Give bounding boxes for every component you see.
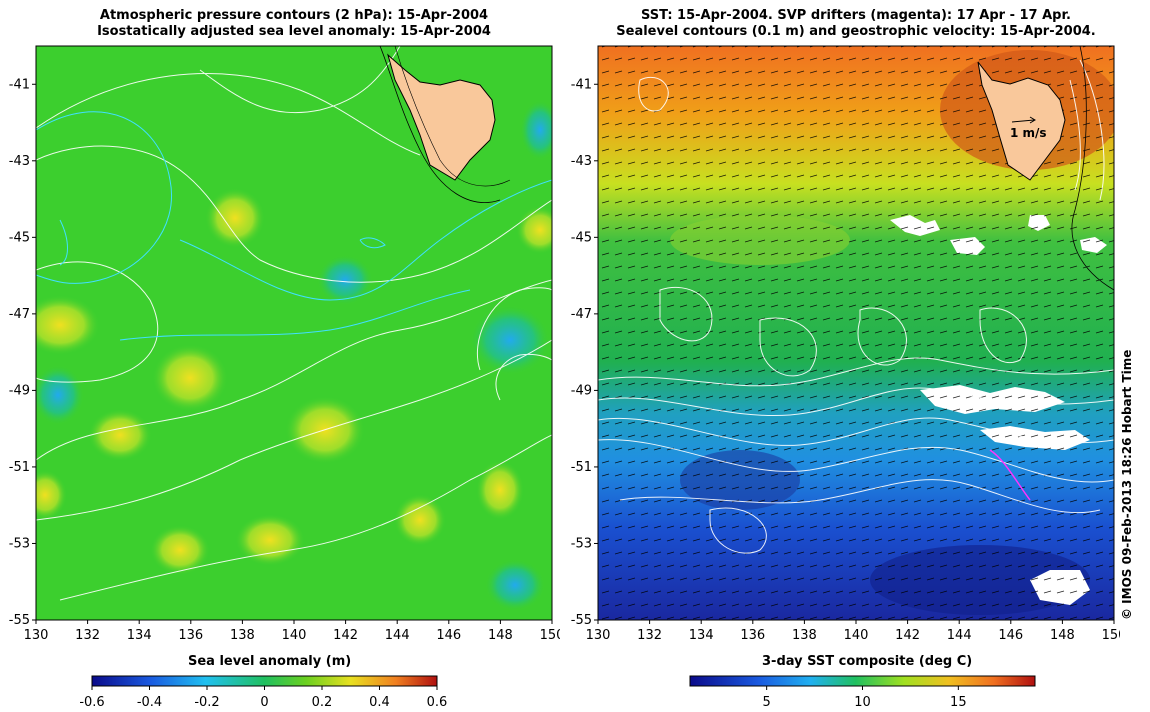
- imos-credit: © IMOS 09-Feb-2013 18:26 Hobart Time: [1120, 349, 1134, 620]
- right-lat-tick-label: -47: [571, 307, 592, 322]
- right-lon-tick-label: 138: [792, 628, 817, 643]
- left-title-line1: Atmospheric pressure contours (2 hPa): 1…: [99, 8, 489, 23]
- right-lon-axis: 130 132 134 136 138 140 142 144 146 148 150: [586, 620, 1120, 643]
- sst-colorbar-label: 3-day SST composite (deg C): [762, 654, 973, 669]
- right-lon-tick-label: 148: [1050, 628, 1075, 643]
- sst-colorbar-tick: 10: [854, 695, 871, 710]
- left-lon-tick-label: 144: [385, 628, 410, 643]
- sla-colorbar: -0.6 -0.4 -0.2 0 0.2 0.4 0.6: [80, 675, 448, 710]
- velocity-scale: 1 m/s: [1010, 116, 1047, 140]
- sla-colorbar-tick: 0.2: [312, 695, 333, 710]
- left-lon-tick-label: 136: [178, 628, 203, 643]
- left-lon-tick-label: 142: [333, 628, 358, 643]
- left-lat-tick-label: -45: [9, 230, 30, 245]
- sst-colorbar-tick: 5: [763, 695, 771, 710]
- sst-colorbar-tick: 15: [950, 695, 967, 710]
- right-lon-tick-label: 146: [998, 628, 1023, 643]
- left-lat-tick-label: -41: [9, 77, 30, 92]
- right-lat-tick-label: -53: [571, 536, 592, 551]
- right-lon-tick-label: 142: [895, 628, 920, 643]
- right-lon-tick-label: 130: [586, 628, 611, 643]
- right-lat-tick-label: -41: [571, 77, 592, 92]
- left-lon-tick-label: 130: [24, 628, 49, 643]
- left-lon-tick-label: 140: [282, 628, 307, 643]
- right-lat-tick-label: -55: [571, 613, 592, 628]
- left-lat-tick-label: -47: [9, 307, 30, 322]
- right-lat-axis: -41 -43 -45 -47 -49 -51 -53 -55: [571, 77, 598, 628]
- left-lon-axis: 130 132 134 136 138 140 142 144 146 148 150: [24, 620, 560, 643]
- tasmania-land: [379, 46, 511, 203]
- left-panel-title: Atmospheric pressure contours (2 hPa): 1…: [36, 8, 552, 40]
- left-lon-tick-label: 132: [75, 628, 100, 643]
- left-lon-tick-label: 134: [127, 628, 152, 643]
- left-lat-tick-label: -49: [9, 383, 30, 398]
- left-lat-tick-label: -53: [9, 536, 30, 551]
- right-lon-tick-label: 144: [947, 628, 972, 643]
- left-lat-tick-label: -51: [9, 460, 30, 475]
- left-lon-tick-label: 146: [436, 628, 461, 643]
- left-lon-tick-label: 150: [540, 628, 560, 643]
- svp-drifter-track: [989, 449, 1031, 501]
- right-lon-tick-label: 136: [740, 628, 765, 643]
- right-lon-tick-label: 134: [689, 628, 714, 643]
- left-lat-tick-label: -55: [9, 613, 30, 628]
- right-lat-tick-label: -45: [571, 230, 592, 245]
- right-title-line2: Sealevel contours (0.1 m) and geostrophi…: [616, 24, 1096, 39]
- sla-colorbar-label: Sea level anomaly (m): [188, 654, 352, 669]
- left-lat-tick-label: -43: [9, 154, 30, 169]
- left-lon-tick-label: 148: [488, 628, 513, 643]
- velocity-scale-label: 1 m/s: [1010, 126, 1047, 140]
- sla-colorbar-tick: 0.6: [427, 695, 448, 710]
- right-panel-title: SST: 15-Apr-2004. SVP drifters (magenta)…: [598, 8, 1114, 40]
- right-title-line1: SST: 15-Apr-2004. SVP drifters (magenta)…: [641, 8, 1071, 23]
- sla-colorbar-tick: -0.6: [80, 695, 105, 710]
- left-lon-tick-label: 138: [230, 628, 255, 643]
- sla-colorbar-tick: 0.4: [369, 695, 390, 710]
- right-lon-tick-label: 132: [637, 628, 662, 643]
- right-lon-tick-label: 140: [844, 628, 869, 643]
- sea-level-anomaly-map: -41 -43 -45 -47 -49 -51 -53 -55 130 132 134 136 138…: [9, 45, 560, 643]
- sla-colorbar-tick: 0: [260, 695, 268, 710]
- sst-map: 1 m/s -41 -43 -45 -47 -49 -51 -53 -55 130 132 134…: [571, 45, 1120, 643]
- sla-colorbar-tick: -0.2: [194, 695, 219, 710]
- right-lon-tick-label: 150: [1102, 628, 1120, 643]
- sla-colorbar-tick: -0.4: [137, 695, 162, 710]
- right-lat-tick-label: -43: [571, 154, 592, 169]
- left-lat-axis: -41 -43 -45 -47 -49 -51 -53 -55: [9, 77, 36, 628]
- right-lat-tick-label: -51: [571, 460, 592, 475]
- sst-colorbar: 5 10 15: [689, 675, 1036, 710]
- right-lat-tick-label: -49: [571, 383, 592, 398]
- left-title-line2: Isostatically adjusted sea level anomaly…: [97, 24, 491, 39]
